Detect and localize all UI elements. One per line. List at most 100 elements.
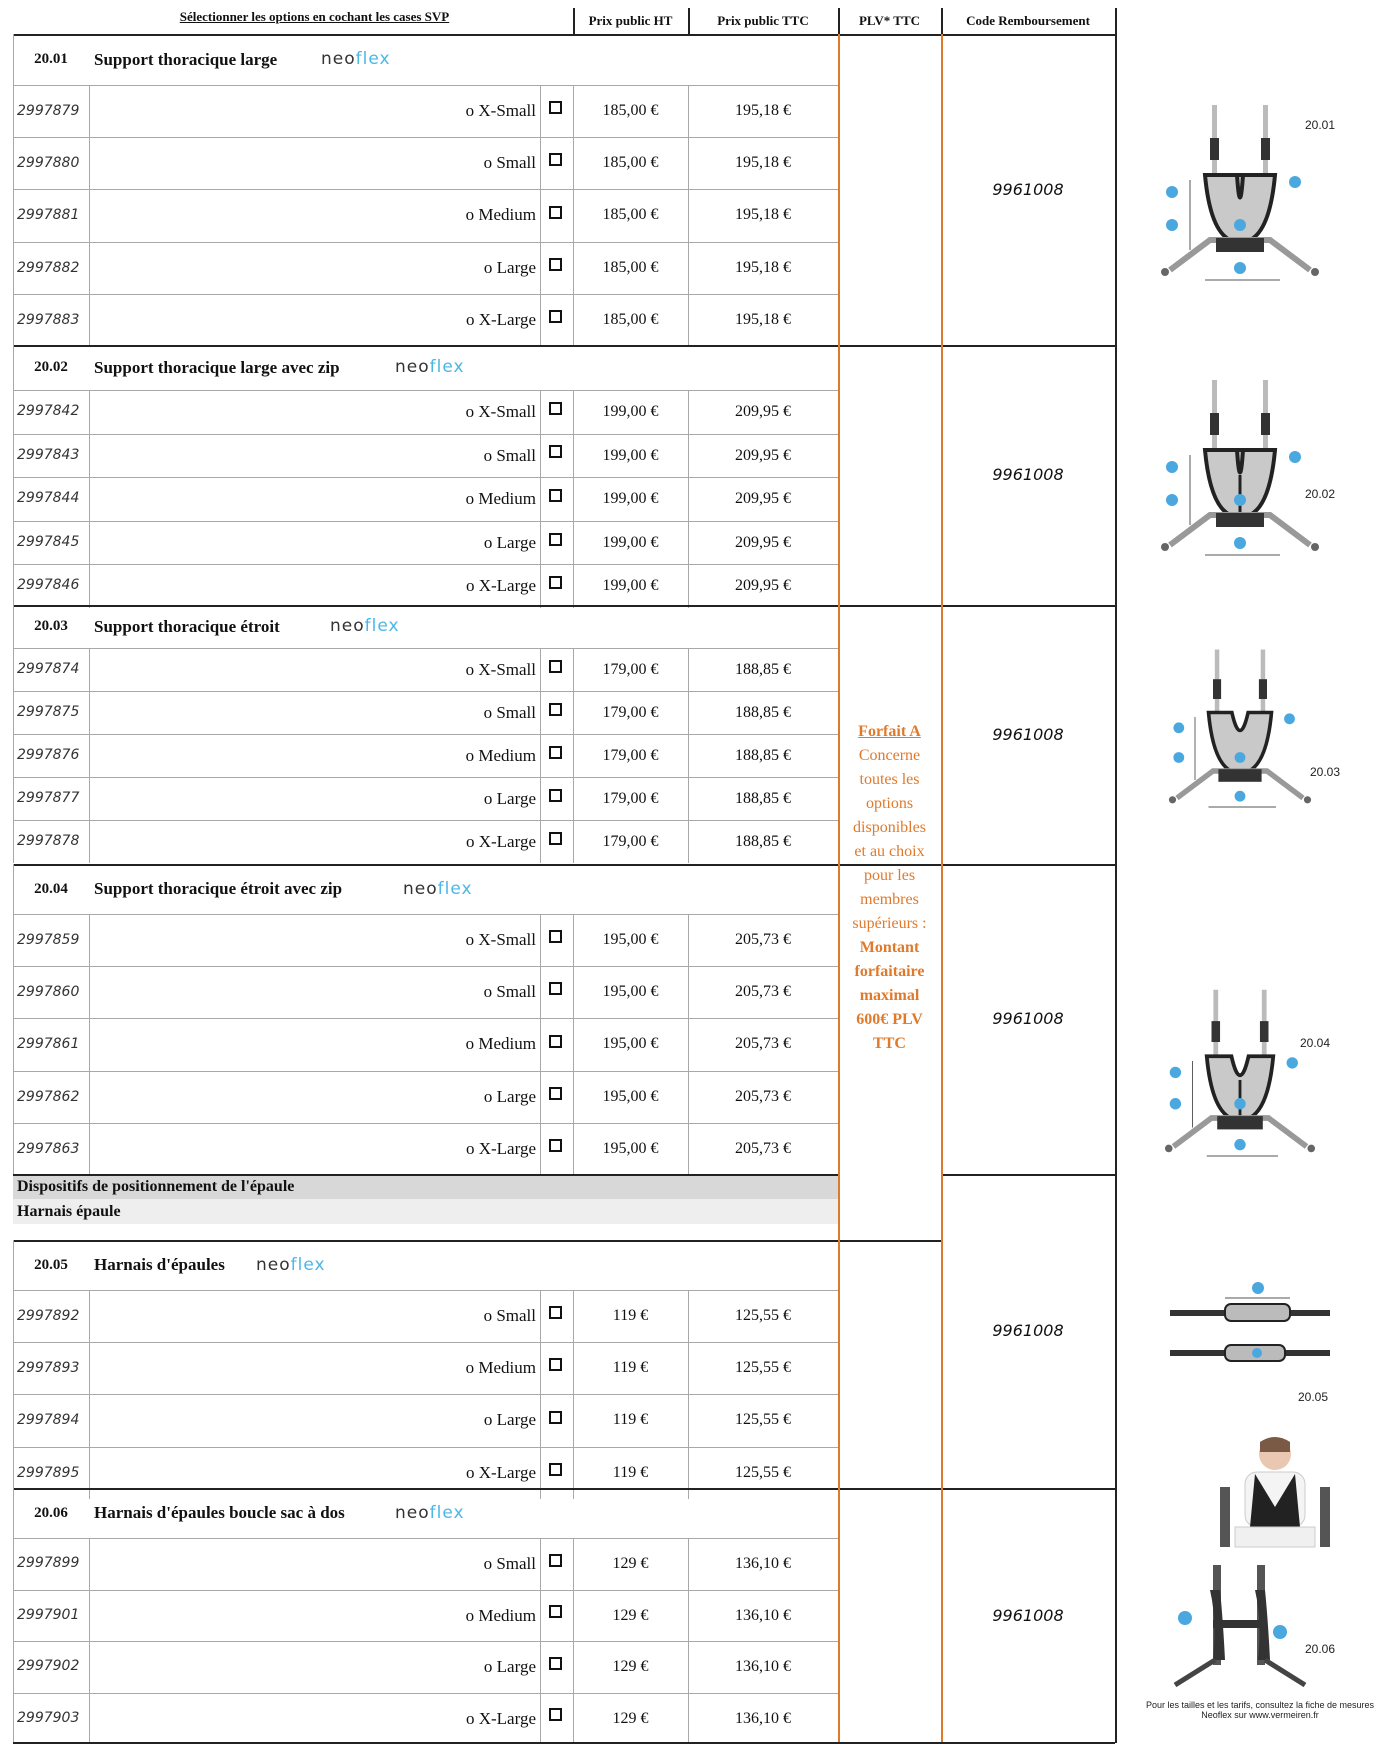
article-code: 2997881: [17, 189, 89, 241]
size-option: o Medium: [89, 1590, 536, 1642]
article-code: 2997861: [17, 1018, 89, 1070]
left-border: [13, 864, 14, 1175]
size-checkbox[interactable]: [549, 445, 562, 458]
product-image-label: 20.06: [1305, 1642, 1335, 1656]
article-code: 2997876: [17, 734, 89, 777]
size-checkbox[interactable]: [549, 258, 562, 271]
size-checkbox[interactable]: [549, 789, 562, 802]
checkbox-col-divider: [573, 914, 574, 1175]
size-checkbox[interactable]: [549, 310, 562, 323]
size-col-divider: [540, 1538, 541, 1744]
forfait-line: disponibles: [840, 816, 939, 840]
logo-text-neo: neo: [395, 357, 430, 377]
article-code: 2997878: [17, 820, 89, 863]
price-ttc: 195,18 €: [688, 294, 838, 346]
row-divider: [13, 564, 838, 565]
row-divider: [13, 1693, 838, 1694]
forfait-line: Concerne: [840, 744, 939, 768]
size-option: o Large: [89, 521, 536, 565]
product-image-label: 20.03: [1310, 765, 1340, 779]
price-ttc: 136,10 €: [688, 1641, 838, 1693]
size-checkbox[interactable]: [549, 746, 562, 759]
size-checkbox[interactable]: [549, 982, 562, 995]
section-number: 20.05: [13, 1240, 89, 1290]
neoflex-logo: neoflex: [321, 34, 391, 85]
size-checkbox[interactable]: [549, 1411, 562, 1424]
size-option: o Medium: [89, 189, 536, 241]
size-option: o Medium: [89, 1342, 536, 1394]
article-code: 2997874: [17, 648, 89, 691]
size-option: o Small: [89, 434, 536, 478]
price-ttc: 209,95 €: [688, 390, 838, 434]
price-ht: 129 €: [573, 1693, 688, 1744]
price-ttc: 195,18 €: [688, 85, 838, 137]
price-ttc: 188,85 €: [688, 648, 838, 691]
size-checkbox[interactable]: [549, 1554, 562, 1567]
forfait-amount-line: Montant: [840, 936, 939, 960]
size-checkbox[interactable]: [549, 703, 562, 716]
table-right-border: [1115, 8, 1117, 1743]
size-checkbox[interactable]: [549, 402, 562, 415]
article-code: 2997880: [17, 137, 89, 189]
row-divider: [13, 242, 838, 243]
forfait-amount-line: forfaitaire: [840, 960, 939, 984]
article-code: 2997859: [17, 914, 89, 966]
article-code: 2997863: [17, 1123, 89, 1175]
size-checkbox[interactable]: [549, 153, 562, 166]
size-checkbox[interactable]: [549, 1087, 562, 1100]
size-col-divider: [540, 914, 541, 1175]
sizing-footnote: Pour les tailles et les tarifs, consulte…: [1140, 1700, 1380, 1720]
size-checkbox[interactable]: [549, 1605, 562, 1618]
row-divider: [13, 966, 838, 967]
backpack-harness-illustration: [1165, 1560, 1315, 1690]
size-checkbox[interactable]: [549, 832, 562, 845]
size-checkbox[interactable]: [549, 576, 562, 589]
checkbox-col-divider: [573, 1538, 574, 1744]
price-ht: 185,00 €: [573, 189, 688, 241]
product-image-label: 20.02: [1305, 487, 1335, 501]
size-col-divider: [540, 1290, 541, 1499]
row-divider: [13, 1018, 838, 1019]
price-ht: 179,00 €: [573, 777, 688, 820]
price-ht: 195,00 €: [573, 1071, 688, 1123]
header-divider: [573, 8, 575, 34]
neoflex-logo: neoflex: [330, 605, 400, 648]
forfait-line: options: [840, 792, 939, 816]
reimbursement-divider: [941, 864, 1115, 866]
person-wearing-harness-photo: [1200, 1432, 1350, 1552]
size-option: o Large: [89, 777, 536, 820]
size-checkbox[interactable]: [549, 1306, 562, 1319]
size-option: o Large: [89, 1641, 536, 1693]
size-checkbox[interactable]: [549, 1139, 562, 1152]
reimbursement-code: 9961008: [941, 605, 1115, 864]
size-option: o X-Large: [89, 1693, 536, 1744]
size-checkbox[interactable]: [549, 1358, 562, 1371]
size-option: o Small: [89, 691, 536, 734]
row-divider: [13, 434, 838, 435]
size-checkbox[interactable]: [549, 1035, 562, 1048]
row-divider: [13, 777, 838, 778]
forfait-amount-line: TTC: [840, 1032, 939, 1056]
reimbursement-divider: [941, 1488, 1115, 1490]
size-checkbox[interactable]: [549, 1708, 562, 1721]
size-checkbox[interactable]: [549, 206, 562, 219]
article-code: 2997893: [17, 1342, 89, 1394]
forfait-line: supérieurs :: [840, 912, 939, 936]
chest-support-illustration: [1150, 985, 1330, 1175]
neoflex-logo: neoflex: [395, 345, 465, 390]
size-option: o Large: [89, 1071, 536, 1123]
price-ttc: 136,10 €: [688, 1590, 838, 1642]
size-checkbox[interactable]: [549, 660, 562, 673]
size-checkbox[interactable]: [549, 101, 562, 114]
category-top-border: [13, 1174, 838, 1176]
size-checkbox[interactable]: [549, 930, 562, 943]
logo-text-flex: flex: [365, 616, 400, 636]
size-checkbox[interactable]: [549, 1657, 562, 1670]
price-ht: 185,00 €: [573, 85, 688, 137]
size-checkbox[interactable]: [549, 533, 562, 546]
size-checkbox[interactable]: [549, 489, 562, 502]
price-ht: 195,00 €: [573, 1123, 688, 1175]
logo-text-neo: neo: [403, 879, 438, 899]
logo-text-neo: neo: [321, 49, 356, 69]
size-checkbox[interactable]: [549, 1463, 562, 1476]
